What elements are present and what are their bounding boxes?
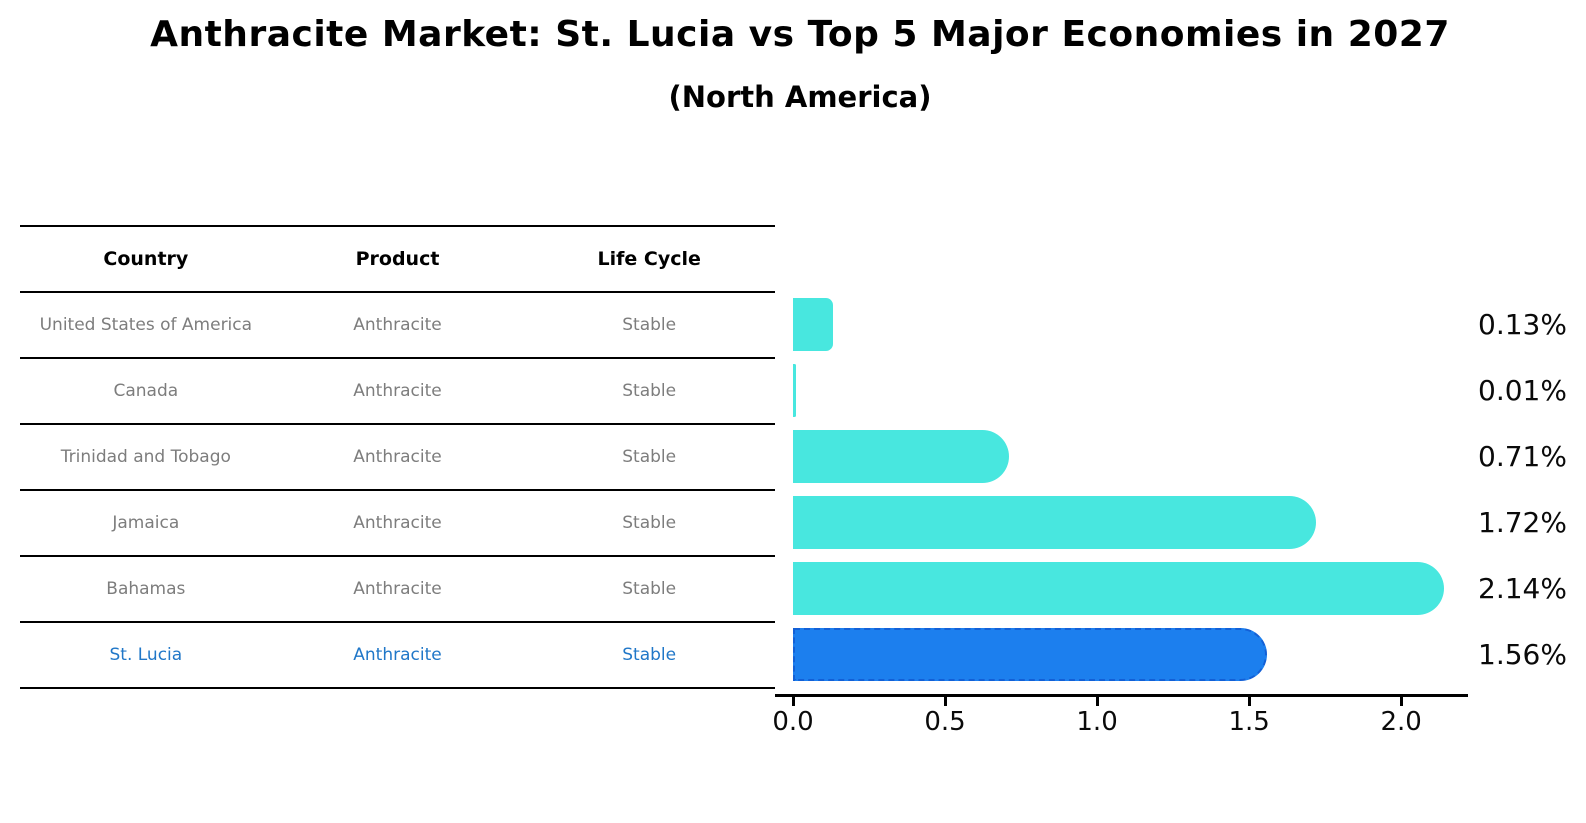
table-cell-country: Bahamas	[106, 579, 186, 599]
table-row-canada: Canada Anthracite Stable	[20, 359, 775, 425]
table-header-product: Product	[355, 248, 440, 270]
bar-value-label-bahamas: 2.14%	[1478, 572, 1567, 605]
table-header-life-cycle: Life Cycle	[597, 248, 701, 270]
table-header-country: Country	[103, 248, 189, 270]
table-cell-life-cycle: Stable	[622, 447, 677, 467]
bar-canada	[793, 364, 797, 417]
chart-title: Anthracite Market: St. Lucia vs Top 5 Ma…	[150, 14, 1450, 55]
table-row-united-states-of-america: United States of America Anthracite Stable	[20, 293, 775, 359]
country-table: Country Product Life Cycle United States o…	[20, 225, 775, 689]
x-tick-label: 0.5	[924, 707, 966, 737]
x-tick-label: 2.0	[1380, 707, 1422, 737]
table-cell-product: Anthracite	[353, 645, 442, 665]
x-tick	[791, 697, 795, 706]
bar-united-states-of-america	[793, 298, 833, 351]
bar-value-label-canada: 0.01%	[1478, 374, 1567, 407]
table-cell-country: Trinidad and Tobago	[60, 447, 231, 467]
bar-value-label-jamaica: 1.72%	[1478, 506, 1567, 539]
bar-value-label-united-states-of-america: 0.13%	[1478, 308, 1567, 341]
bar-jamaica	[793, 496, 1317, 549]
bar-bahamas	[793, 562, 1444, 615]
table-cell-life-cycle: Stable	[622, 645, 677, 665]
table-cell-product: Anthracite	[353, 579, 442, 599]
x-axis-line	[775, 694, 1468, 697]
table-cell-life-cycle: Stable	[622, 579, 677, 599]
table-row-bahamas: Bahamas Anthracite Stable	[20, 557, 775, 623]
table-row-jamaica: Jamaica Anthracite Stable	[20, 491, 775, 557]
bar-value-label-trinidad-and-tobago: 0.71%	[1478, 440, 1567, 473]
table-cell-country: St. Lucia	[109, 645, 183, 665]
table-cell-product: Anthracite	[353, 315, 442, 335]
table-cell-product: Anthracite	[353, 381, 442, 401]
table-cell-life-cycle: Stable	[622, 513, 677, 533]
x-tick-label: 1.5	[1228, 707, 1270, 737]
x-tick	[1247, 697, 1251, 706]
table-cell-life-cycle: Stable	[622, 315, 677, 335]
table-cell-country: Canada	[113, 381, 179, 401]
x-tick	[1095, 697, 1099, 706]
table-cell-country: United States of America	[39, 315, 253, 335]
table-row-trinidad-and-tobago: Trinidad and Tobago Anthracite Stable	[20, 425, 775, 491]
x-tick	[943, 697, 947, 706]
x-tick	[1399, 697, 1403, 706]
bar-chart	[793, 289, 1493, 689]
table-cell-product: Anthracite	[353, 447, 442, 467]
bar-st-lucia	[793, 628, 1268, 681]
table-body: United States of America Anthracite Stable…	[20, 293, 775, 689]
table-cell-life-cycle: Stable	[622, 381, 677, 401]
chart-subtitle: (North America)	[668, 80, 932, 114]
bar-value-label-st-lucia: 1.56%	[1478, 638, 1567, 671]
x-tick-label: 0.0	[772, 707, 814, 737]
x-tick-label: 1.0	[1076, 707, 1118, 737]
table-cell-country: Jamaica	[112, 513, 180, 533]
bar-trinidad-and-tobago	[793, 430, 1009, 483]
table-row-st-lucia: St. Lucia Anthracite Stable	[20, 623, 775, 689]
table-header-row: Country Product Life Cycle	[20, 227, 775, 293]
table-cell-product: Anthracite	[353, 513, 442, 533]
